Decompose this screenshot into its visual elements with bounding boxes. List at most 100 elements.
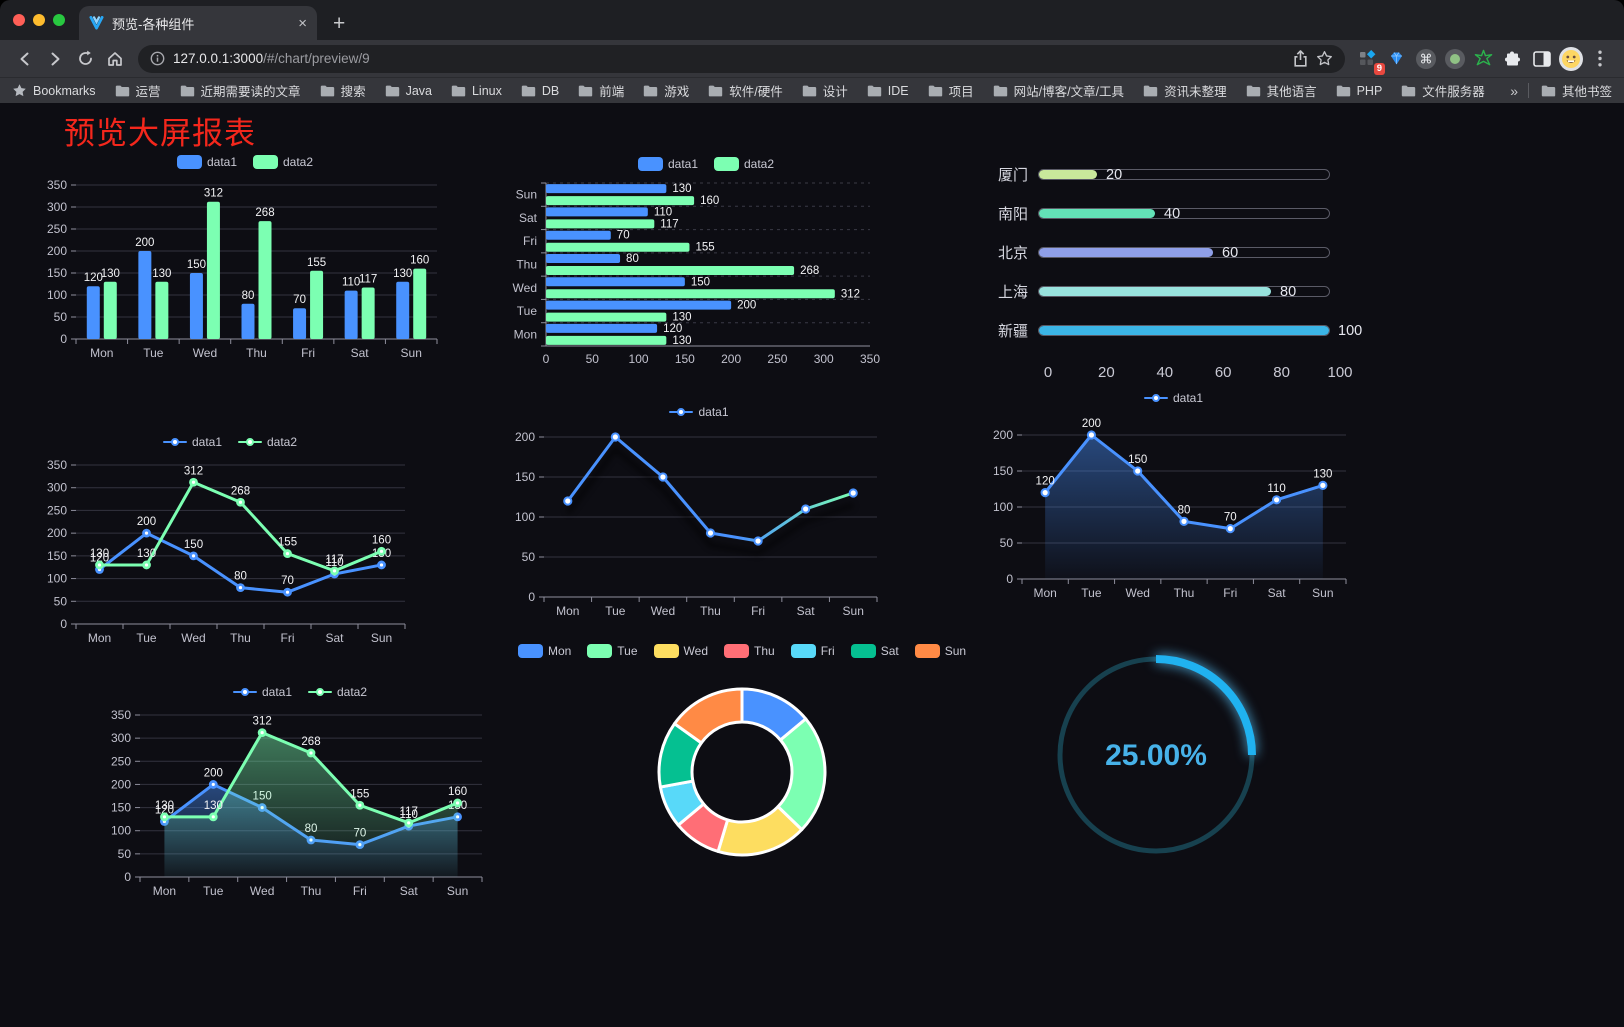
data-point[interactable] <box>705 528 716 538</box>
bookmark-folder[interactable]: Linux <box>451 84 502 98</box>
bar-data1-Sun[interactable] <box>396 281 410 339</box>
tab-close-icon[interactable]: × <box>298 14 307 32</box>
hbar-data1-Wed[interactable] <box>546 277 685 287</box>
browser-menu-kebab-icon[interactable] <box>1586 45 1613 72</box>
bookmarks-overflow-chevron[interactable]: » <box>1510 82 1518 99</box>
hbar-data1-Sat[interactable] <box>546 207 648 217</box>
legend-item-data1[interactable]: data1 <box>1143 391 1203 405</box>
bookmark-folder[interactable]: 运营 <box>115 81 161 100</box>
share-icon[interactable] <box>1293 50 1308 67</box>
hbar-data2-Sun[interactable] <box>546 196 695 206</box>
bookmark-folder[interactable]: 搜索 <box>320 81 366 100</box>
hbar-data2-Tue[interactable] <box>546 312 667 322</box>
bar-data1-Sat[interactable] <box>344 290 358 339</box>
progress-track[interactable]: 100 <box>1038 323 1362 339</box>
site-info-icon[interactable] <box>150 51 165 66</box>
bar-data2-Thu[interactable] <box>258 221 272 339</box>
other-bookmarks-folder[interactable]: 其他书签 <box>1541 81 1612 100</box>
data-point[interactable] <box>1225 524 1235 534</box>
bar-data1-Fri[interactable] <box>293 308 307 339</box>
bar-data1-Wed[interactable] <box>189 273 203 339</box>
progress-track[interactable]: 60 <box>1038 245 1330 261</box>
data-point[interactable] <box>658 472 668 482</box>
bookmark-folder[interactable]: PHP <box>1336 84 1382 98</box>
fullscreen-window-button[interactable] <box>53 14 65 26</box>
legend-item-Wed[interactable]: Wed <box>653 644 708 658</box>
hbar-data2-Wed[interactable] <box>546 289 835 299</box>
legend-item-Tue[interactable]: Tue <box>587 644 638 658</box>
progress-track[interactable]: 80 <box>1038 284 1330 300</box>
legend-item-data1[interactable]: data1 <box>232 685 292 699</box>
bookmark-folder[interactable]: Java <box>385 84 432 98</box>
legend-item-Sun[interactable]: Sun <box>914 644 966 658</box>
bookmark-folder[interactable]: 近期需要读的文章 <box>180 81 301 100</box>
data-point[interactable] <box>1318 480 1328 491</box>
extension-green-star-icon[interactable] <box>1470 45 1497 72</box>
extension-gem-icon[interactable] <box>1383 45 1410 72</box>
hbar-data1-Sun[interactable] <box>546 184 667 194</box>
bar-data2-Tue[interactable] <box>155 281 169 339</box>
bar-data2-Wed[interactable] <box>206 201 220 339</box>
data-point[interactable] <box>1179 516 1189 527</box>
data-point[interactable] <box>563 496 573 506</box>
bar-data2-Fri[interactable] <box>310 270 324 339</box>
hbar-data1-Tue[interactable] <box>546 300 732 310</box>
address-bar[interactable]: 127.0.0.1:3000/#/chart/preview/9 <box>138 44 1345 73</box>
extensions-puzzle-icon[interactable] <box>1499 45 1526 72</box>
new-tab-button[interactable]: + <box>333 12 346 35</box>
data-point[interactable] <box>1133 466 1143 476</box>
bookmarks-root[interactable]: Bookmarks <box>12 83 96 98</box>
data-point[interactable] <box>1040 488 1050 498</box>
hbar-data2-Mon[interactable] <box>546 335 667 345</box>
legend-item-Fri[interactable]: Fri <box>790 644 835 658</box>
bar-data2-Mon[interactable] <box>103 281 117 339</box>
extension-devtools-icon[interactable]: 9 <box>1354 45 1385 75</box>
bookmark-star-icon[interactable] <box>1316 50 1333 67</box>
bookmark-folder[interactable]: 其他语言 <box>1246 81 1317 100</box>
bookmark-folder[interactable]: 项目 <box>928 81 974 100</box>
extension-command-icon[interactable]: ⌘ <box>1412 45 1439 72</box>
bookmark-folder[interactable]: 软件/硬件 <box>708 81 783 100</box>
back-icon[interactable] <box>10 44 40 74</box>
forward-icon[interactable] <box>40 44 70 74</box>
data-point[interactable] <box>1086 430 1097 440</box>
hbar-data1-Thu[interactable] <box>546 254 621 263</box>
bar-data2-Sun[interactable] <box>413 268 427 339</box>
progress-track[interactable]: 40 <box>1038 206 1330 222</box>
bookmark-folder[interactable]: 资讯未整理 <box>1143 81 1227 100</box>
bookmark-folder[interactable]: 前端 <box>578 81 624 100</box>
legend-item-data1[interactable]: data1 <box>669 405 729 419</box>
legend-item-data1[interactable]: data1 <box>162 435 222 449</box>
hbar-data1-Mon[interactable] <box>546 323 658 333</box>
bookmark-folder[interactable]: DB <box>521 84 559 98</box>
data-point[interactable] <box>1271 495 1282 505</box>
profile-avatar[interactable] <box>1557 45 1584 72</box>
hbar-data1-Fri[interactable] <box>546 230 611 240</box>
side-panel-icon[interactable] <box>1528 45 1555 72</box>
close-window-button[interactable] <box>13 14 25 26</box>
browser-tab[interactable]: 预览-各种组件 × <box>79 6 317 40</box>
legend-item-data2[interactable]: data2 <box>714 157 774 171</box>
progress-track[interactable]: 20 <box>1038 167 1330 183</box>
bar-data1-Tue[interactable] <box>138 251 152 339</box>
bar-data2-Sat[interactable] <box>361 287 375 339</box>
legend-item-Sat[interactable]: Sat <box>850 644 899 658</box>
pie-segment-Sun[interactable] <box>672 687 744 745</box>
legend-item-Thu[interactable]: Thu <box>724 644 775 658</box>
bookmark-folder[interactable]: 设计 <box>802 81 848 100</box>
hbar-data2-Fri[interactable] <box>546 242 690 252</box>
bar-data1-Mon[interactable] <box>86 286 100 339</box>
hbar-data2-Thu[interactable] <box>546 266 795 275</box>
bookmark-folder[interactable]: 文件服务器 <box>1401 81 1485 100</box>
bookmark-folder[interactable]: 游戏 <box>643 81 689 100</box>
bookmark-folder[interactable]: 网站/博客/文章/工具 <box>993 81 1124 100</box>
bookmark-folder[interactable]: IDE <box>867 84 909 98</box>
minimize-window-button[interactable] <box>33 14 45 26</box>
legend-item-data2[interactable]: data2 <box>238 435 297 449</box>
extension-record-icon[interactable] <box>1441 45 1468 72</box>
data-point[interactable] <box>610 432 620 442</box>
data-point[interactable] <box>753 536 763 546</box>
reload-icon[interactable] <box>70 44 100 74</box>
data-point[interactable] <box>801 504 811 514</box>
legend-item-Mon[interactable]: Mon <box>517 644 571 658</box>
